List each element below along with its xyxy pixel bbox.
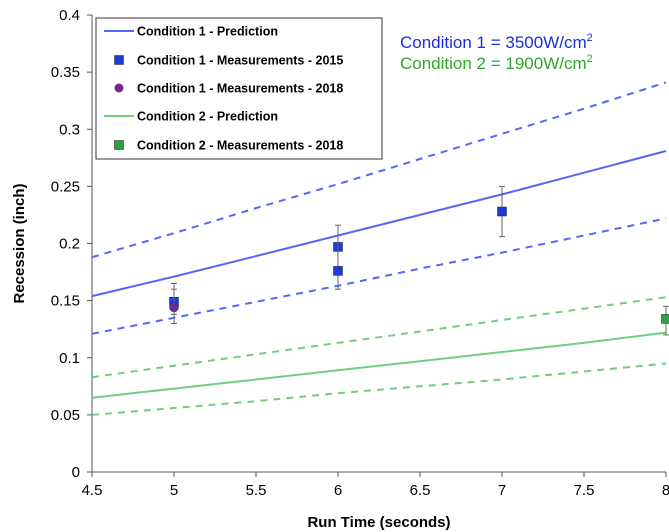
- legend-item: Condition 1 - Prediction: [104, 25, 278, 39]
- x-tick-label: 7.5: [574, 482, 595, 499]
- y-tick-label: 0.4: [59, 7, 80, 24]
- y-tick-label: 0.05: [51, 407, 80, 424]
- band-lower-line: [91, 217, 667, 335]
- data-point-square: [497, 206, 507, 217]
- y-tick-label: 0.3: [59, 121, 80, 138]
- x-tick-label: 7: [498, 482, 506, 499]
- legend-label: Condition 1 - Prediction: [137, 25, 278, 39]
- y-tick-label: 0.35: [51, 64, 80, 81]
- band-upper-line: [91, 81, 667, 259]
- y-axis-title: Recession (inch): [11, 183, 28, 303]
- y-tick-label: 0.15: [51, 293, 80, 310]
- y-tick-label: 0.1: [59, 350, 80, 367]
- x-tick-label: 5: [170, 482, 178, 499]
- legend-circle-swatch: [114, 83, 124, 93]
- condition-annotation: Condition 2 = 1900W/cm2: [400, 53, 593, 73]
- data-point-square: [333, 266, 343, 276]
- data-point-circle: [169, 302, 179, 313]
- legend: Condition 1 - Prediction Condition 1 - Me…: [95, 17, 383, 160]
- legend-label: Condition 2 - Prediction: [137, 110, 278, 124]
- y-tick-label: 0: [72, 464, 80, 481]
- legend-label: Condition 1 - Measurements - 2015: [137, 54, 343, 68]
- data-point-square: [661, 314, 669, 324]
- x-tick-label: 6: [334, 482, 342, 499]
- legend-item: Condition 1 - Measurements - 2015: [114, 54, 343, 68]
- y-tick-label: 0.2: [59, 236, 80, 253]
- x-tick-label: 4.5: [82, 482, 103, 499]
- legend-item: Condition 2 - Prediction: [104, 110, 278, 124]
- x-tick-label: 8: [662, 482, 669, 499]
- y-tick-label: 0.25: [51, 178, 80, 195]
- band-lower-line: [91, 362, 667, 416]
- prediction-line: [91, 150, 667, 298]
- legend-box: [95, 17, 383, 160]
- legend-square-swatch: [114, 55, 124, 65]
- x-axis-title: Run Time (seconds): [307, 514, 450, 531]
- legend-square-swatch: [114, 140, 124, 150]
- legend-item: Condition 1 - Measurements - 2018: [114, 82, 343, 96]
- x-tick-label: 5.5: [246, 482, 267, 499]
- prediction-line: [91, 331, 667, 399]
- condition-annotation: Condition 1 = 3500W/cm2: [400, 32, 593, 52]
- legend-item: Condition 2 - Measurements - 2018: [114, 139, 343, 153]
- band-upper-line: [91, 296, 667, 379]
- x-tick-label: 6.5: [410, 482, 431, 499]
- legend-label: Condition 2 - Measurements - 2018: [137, 139, 343, 153]
- legend-label: Condition 1 - Measurements - 2018: [137, 82, 343, 96]
